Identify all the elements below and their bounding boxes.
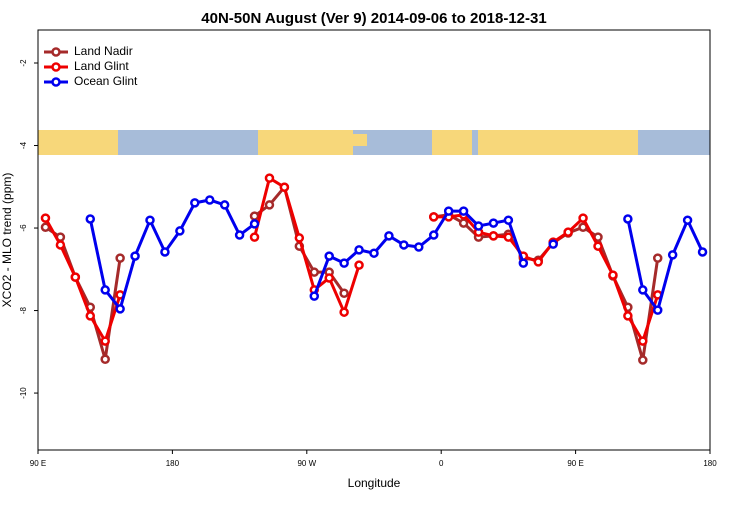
data-point [85,311,96,321]
data-point [473,221,484,231]
data-point [399,240,409,250]
data-point [593,241,603,251]
plot-frame [37,29,711,451]
data-point [130,251,140,261]
data-point [249,219,260,229]
data-point [324,273,334,283]
data-point [428,230,439,240]
data-point [294,233,305,243]
data-point [548,239,558,249]
chart-title: 40N-50N August (Ver 9) 2014-09-06 to 201… [201,10,546,27]
y-axis-label: XCO2 - MLO trend (ppm) [0,173,14,308]
data-point [638,336,648,346]
x-tick-label: 180 [703,459,717,468]
y-tick-label: -6 [19,224,28,232]
data-point [249,211,260,221]
legend-marker [51,62,61,72]
data-point [488,218,499,228]
data-point [384,231,394,241]
data-point [533,257,544,267]
y-tick-label: -10 [19,387,28,399]
data-point [190,198,200,208]
data-point [667,250,678,260]
data-point [638,355,648,365]
data-point [219,200,230,210]
data-point [85,214,96,224]
x-axis-label: Longitude [348,476,401,490]
data-point [339,307,349,317]
data-point [264,200,275,210]
data-point [414,242,424,252]
x-tick-label: 0 [439,459,444,468]
data-point [339,288,349,298]
data-point [309,267,320,277]
data-point [234,230,245,240]
data-point [503,215,514,225]
map-strip [38,130,710,155]
data-point [249,232,260,242]
series-line [88,198,704,314]
data-point [115,304,125,314]
data-point [428,212,439,222]
y-tick-label: -2 [19,59,28,67]
legend-marker [51,77,61,87]
data-point [115,253,125,263]
y-tick-label: -4 [19,141,28,149]
legend-label: Land Glint [74,59,129,73]
data-point [175,226,185,236]
data-point [40,213,51,223]
data-point [369,248,379,258]
data-point [458,218,469,228]
data-point [324,251,334,261]
x-tick-label: 90 E [30,459,46,468]
data-point [264,173,275,183]
data-point [638,285,648,295]
data-point [623,311,633,321]
data-point [458,206,469,216]
x-tick-label: 90 E [567,459,583,468]
data-point [682,215,693,225]
data-point [563,227,573,237]
data-point [354,260,364,270]
data-point [70,272,81,282]
data-point [443,206,454,216]
data-point [578,213,588,223]
data-point [518,258,529,268]
x-tick-label: 90 W [297,459,316,468]
data-point [339,258,349,268]
legend-label: Land Nadir [74,44,133,58]
data-point [623,214,633,224]
data-point [204,195,215,205]
data-point [697,247,708,257]
data-point [608,270,618,280]
data-point [503,232,514,242]
data-point [309,291,320,301]
legend-label: Ocean Glint [74,74,138,88]
data-point [279,182,290,192]
data-point [488,231,499,241]
data-point [55,240,66,250]
data-point [652,253,663,263]
series-line [44,183,660,361]
data-point [160,247,170,257]
data-point [354,245,364,255]
data-point [145,215,155,225]
data-point [100,285,110,295]
data-point [100,336,110,346]
data-point [100,354,110,364]
legend-marker [51,47,61,57]
x-tick-label: 180 [166,459,180,468]
y-tick-label: -8 [19,306,28,314]
data-point [652,305,663,315]
